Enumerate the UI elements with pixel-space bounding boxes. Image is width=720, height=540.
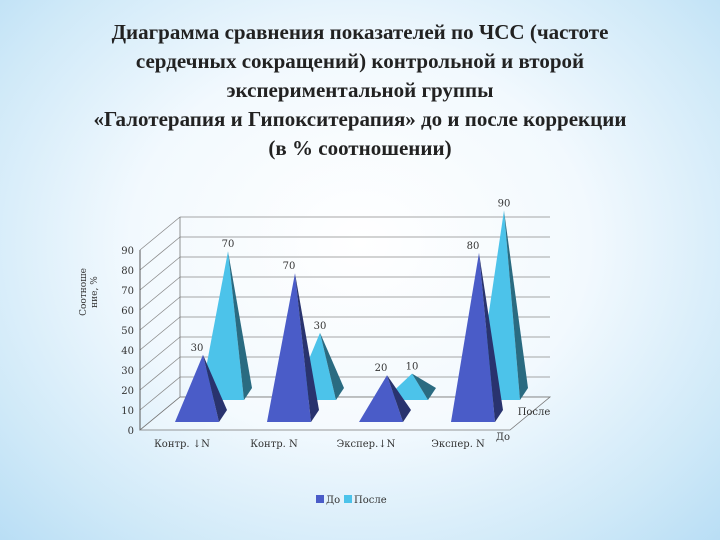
pyramid-do-2 [359, 375, 403, 422]
pyramid-side-posle-0 [228, 251, 252, 400]
chart-title: Диаграмма сравнения показателей по ЧСС (… [20, 18, 700, 163]
data-label: 80 [467, 241, 480, 252]
depth-label-do: До [496, 432, 510, 443]
y-tick-label: 50 [121, 326, 134, 337]
category-label: Контр. N [250, 439, 298, 450]
pyramid-side-do-2 [387, 375, 411, 422]
category-label: Экспер. N [431, 439, 485, 450]
legend-label-1: После [354, 495, 387, 506]
category-label: Экспер.↓N [337, 439, 396, 450]
side-gridline [139, 356, 181, 391]
data-label: 90 [498, 198, 511, 209]
title-line-4: «Галотерапия и Гипокситерапия» до и посл… [93, 107, 627, 131]
y-axis-title: Соотноше [79, 268, 89, 316]
pyramid-side-do-0 [203, 354, 227, 422]
side-gridline [139, 336, 181, 371]
title-line-3: экспериментальной группы [226, 78, 494, 102]
side-gridline [139, 216, 181, 251]
y-tick-label: 20 [121, 386, 134, 397]
y-axis-title: ние, % [90, 276, 100, 308]
y-tick-label: 30 [121, 366, 134, 377]
chart-floor [138, 396, 552, 431]
pyramid-side-do-3 [479, 252, 503, 422]
y-tick-label: 10 [121, 406, 134, 417]
data-label: 30 [191, 343, 204, 354]
side-gridline [139, 276, 181, 311]
data-label: 20 [375, 363, 388, 374]
y-tick-label: 0 [128, 426, 134, 437]
side-gridline [139, 256, 181, 291]
pyramid-do-3 [451, 252, 495, 422]
legend-swatch-0 [316, 495, 324, 503]
category-label: Контр. ↓N [154, 439, 210, 450]
side-gridline [139, 236, 181, 271]
y-tick-label: 40 [121, 346, 134, 357]
y-tick-label: 80 [121, 266, 134, 277]
side-gridline [139, 376, 181, 411]
depth-label-posle: После [518, 407, 551, 418]
pyramid-side-posle-2 [412, 373, 436, 400]
data-label: 10 [406, 362, 419, 373]
legend-swatch-1 [344, 495, 352, 503]
title-line-2: сердечных сокращений) контрольной и втор… [135, 49, 585, 73]
title-line-5: (в % соотношении) [268, 136, 452, 160]
pyramid-side-posle-1 [320, 332, 344, 400]
side-gridline [139, 296, 181, 331]
y-tick-label: 60 [121, 306, 134, 317]
pyramid-side-posle-3 [504, 210, 528, 400]
data-label: 70 [283, 261, 296, 272]
pyramid-posle-0 [200, 251, 244, 400]
pyramid-do-1 [267, 273, 311, 422]
pyramid-do-0 [175, 354, 219, 422]
side-gridline [139, 316, 181, 351]
data-label: 30 [314, 321, 327, 332]
legend-label-0: До [326, 495, 340, 506]
pyramid-side-do-1 [295, 273, 319, 422]
title-line-1: Диаграмма сравнения показателей по ЧСС (… [111, 20, 609, 44]
y-tick-label: 90 [121, 246, 134, 257]
data-label: 70 [222, 239, 235, 250]
y-tick-label: 70 [121, 286, 134, 297]
